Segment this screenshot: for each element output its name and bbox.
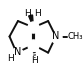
Text: H: H <box>31 56 38 65</box>
Text: H: H <box>24 9 31 18</box>
Text: H: H <box>34 9 41 18</box>
Text: CH₃: CH₃ <box>68 32 83 41</box>
Text: N: N <box>14 47 21 57</box>
Text: ·: · <box>33 52 37 65</box>
Text: H: H <box>7 54 14 63</box>
Text: N: N <box>52 32 60 41</box>
Polygon shape <box>29 15 33 27</box>
